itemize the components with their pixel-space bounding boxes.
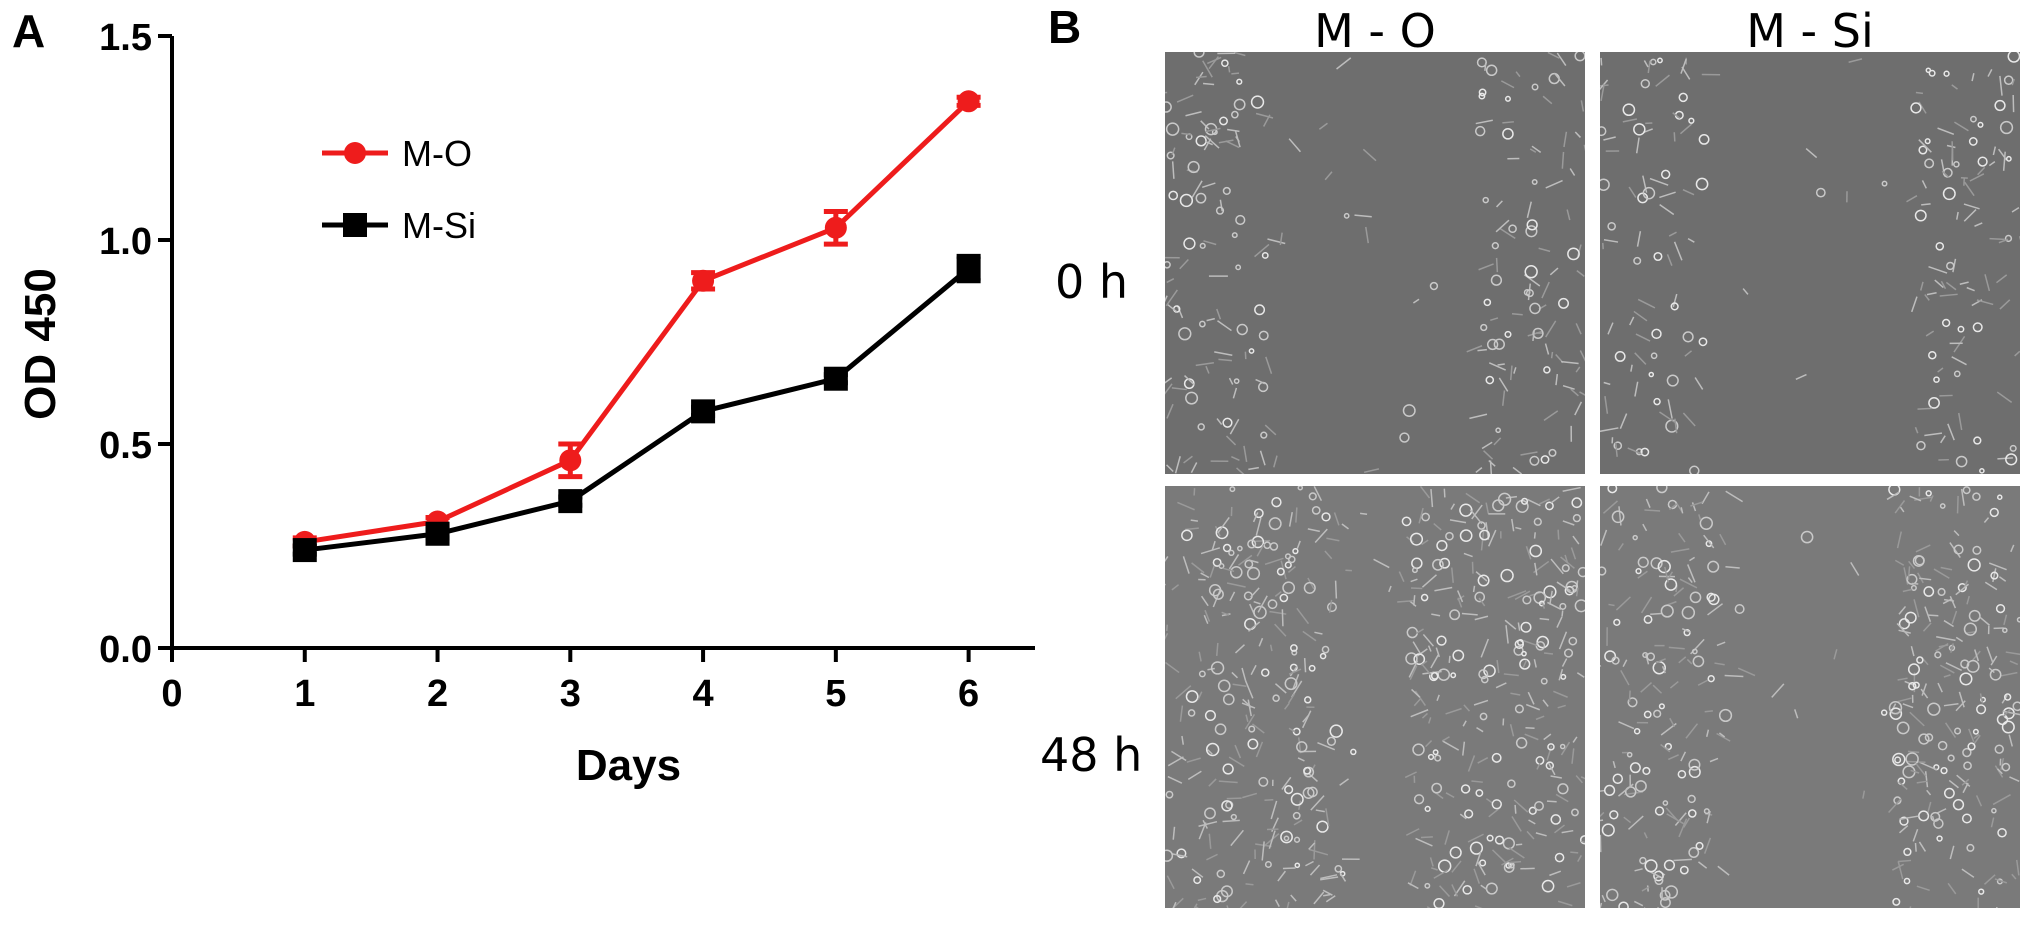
x-tick-label: 1	[294, 673, 315, 715]
micrograph-m-si-0h	[1600, 52, 2020, 474]
data-point-m-si	[823, 366, 848, 391]
data-point-m-si	[956, 256, 981, 281]
y-tick-label: 0.5	[99, 425, 152, 467]
data-point-m-si	[558, 489, 583, 514]
x-tick-label: 4	[693, 673, 714, 715]
x-axis-label: Days	[576, 741, 681, 790]
legend-marker	[344, 142, 366, 164]
data-point-m-si	[292, 538, 317, 563]
legend-label-m-si: M-Si	[402, 205, 476, 246]
y-tick-label: 0.0	[99, 629, 152, 671]
x-tick-label: 5	[825, 673, 846, 715]
micrograph-m-o-0h	[1165, 52, 1585, 474]
x-tick-label: 0	[161, 673, 182, 715]
data-point-m-o	[692, 269, 715, 292]
y-tick-label: 1.5	[99, 17, 152, 59]
panel-a-label: A	[12, 5, 46, 57]
row-label-48h: 48 h	[1040, 728, 1143, 782]
series-line-m-o	[304, 99, 971, 545]
row-label-0h: 0 h	[1055, 255, 1129, 309]
column-label-m-si: M - Si	[1746, 4, 1874, 58]
series-line-m-si	[304, 266, 971, 553]
y-axis-label: OD 450	[16, 268, 65, 420]
x-tick-label: 6	[958, 673, 979, 715]
micrograph-m-si-48h	[1600, 486, 2020, 908]
column-label-m-o: M - O	[1314, 4, 1436, 58]
data-point-m-o	[559, 449, 582, 472]
y-tick-label: 1.0	[99, 221, 152, 263]
x-tick-label: 3	[560, 673, 581, 715]
data-point-m-o	[957, 90, 980, 113]
data-point-m-o	[824, 216, 847, 239]
micrograph-m-o-48h	[1165, 486, 1585, 908]
data-point-m-si	[425, 521, 450, 546]
data-point-m-si	[691, 399, 716, 424]
panel-b-label: B	[1048, 1, 1082, 53]
legend-marker	[343, 213, 367, 237]
legend-label-m-o: M-O	[402, 133, 472, 174]
growth-curve-chart: 0.0 0.5 1.0 1.5 0 1 2 3 4 5 6 Days OD 450 M-O M-Si	[16, 17, 1035, 790]
x-tick-label: 2	[427, 673, 448, 715]
